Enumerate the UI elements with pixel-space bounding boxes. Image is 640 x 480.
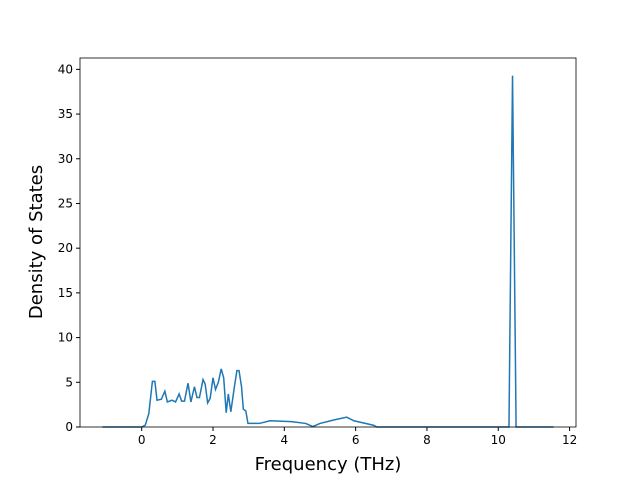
y-tick-label: 20 [58,241,73,255]
x-tick-label: 10 [491,433,506,447]
x-tick-label: 2 [209,433,217,447]
line-series [102,75,554,428]
y-tick-label: 25 [58,196,73,210]
y-tick-label: 40 [58,62,73,76]
y-tick-label: 35 [58,107,73,121]
x-tick-label: 12 [562,433,577,447]
x-tick-label: 6 [352,433,360,447]
y-tick-label: 5 [65,375,73,389]
x-tick-label: 8 [423,433,431,447]
x-axis-label: Frequency (THz) [255,454,402,475]
y-tick-label: 15 [58,286,73,300]
y-tick-label: 10 [58,331,73,345]
x-tick-label: 4 [280,433,288,447]
y-tick-label: 30 [58,152,73,166]
y-tick-label: 0 [65,420,73,434]
x-tick-label: 0 [138,433,146,447]
plot-frame [79,57,577,428]
y-axis-label: Density of States [26,165,47,319]
